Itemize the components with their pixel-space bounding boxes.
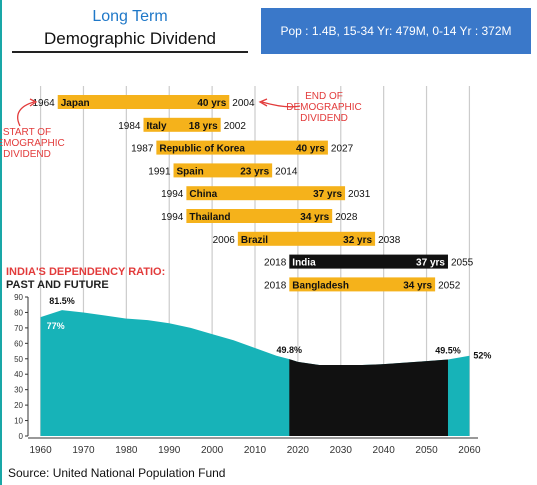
- left-edge-accent: [0, 0, 2, 485]
- dependency-title: INDIA'S DEPENDENCY RATIO:: [6, 266, 165, 278]
- end-arrowhead: [258, 98, 268, 107]
- bar-start-year: 1994: [161, 189, 184, 200]
- bar-country-label: Spain: [177, 166, 204, 177]
- y-tick-label: 70: [14, 324, 23, 333]
- dependency-subtitle: PAST AND FUTURE: [6, 279, 109, 291]
- bar-end-year: 2038: [378, 235, 401, 246]
- y-tick-label: 20: [14, 401, 23, 410]
- bar-duration-label: 40 yrs: [197, 98, 226, 109]
- bar-country-label: India: [292, 258, 316, 269]
- bar-start-year: 1994: [161, 212, 184, 223]
- x-tick-label: 1970: [72, 445, 95, 456]
- bar-country-label: Thailand: [189, 212, 230, 223]
- bar-start-year: 2018: [264, 258, 287, 269]
- dividend-bars: 1964 Japan 40 yrs 2004 1984 Italy 18 yrs 2002 19…: [32, 95, 474, 292]
- bar-start-year: 1984: [118, 121, 141, 132]
- area-value-label: 49.5%: [435, 346, 461, 356]
- x-tick-label: 2000: [201, 445, 224, 456]
- x-tick-label: 2040: [373, 445, 396, 456]
- population-info-box: Pop : 1.4B, 15-34 Yr: 479M, 0-14 Yr : 37…: [261, 8, 531, 54]
- dividend-bar: [289, 254, 448, 269]
- dependency-area-future: [289, 359, 448, 436]
- x-tick-label: 1960: [29, 445, 52, 456]
- chart-annotations: 77% 81.5% 49.8% 49.5% 52% INDIA'S DEPENDENCY …: [0, 91, 491, 361]
- bar-start-year: 2018: [264, 280, 287, 291]
- bar-duration-label: 32 yrs: [343, 235, 372, 246]
- y-tick-label: 80: [14, 308, 23, 317]
- dividend-bar: [57, 95, 230, 109]
- bar-country-label: Japan: [61, 98, 90, 109]
- bar-start-year: 2006: [213, 235, 236, 246]
- dividend-bar: [143, 117, 221, 132]
- source-note: Source: United National Population Fund: [8, 466, 226, 480]
- bar-end-year: 2052: [438, 280, 461, 291]
- bar-end-year: 2055: [451, 258, 474, 269]
- start-arrowhead: [29, 98, 38, 107]
- dependency-area: [40, 310, 470, 436]
- bar-start-year: 1987: [131, 144, 154, 155]
- x-tick-label: 2060: [458, 445, 481, 456]
- area-value-label: 77%: [47, 321, 65, 331]
- y-tick-label: 40: [14, 370, 23, 379]
- slide-title-main: Demographic Dividend: [44, 29, 216, 48]
- bar-end-year: 2002: [224, 121, 247, 132]
- dividend-bar: [156, 140, 328, 155]
- bar-start-year: 1964: [32, 98, 55, 109]
- end-arrow: [261, 101, 301, 108]
- bar-end-year: 2031: [348, 189, 371, 200]
- y-tick-label: 30: [14, 386, 23, 395]
- y-tick-label: 60: [14, 339, 23, 348]
- dividend-bar: [237, 231, 376, 246]
- end-of-dividend-label: END OF DEMOGRAPHIC DIVIDEND: [286, 91, 362, 124]
- y-tick-label: 10: [14, 417, 23, 426]
- y-tick-label: 0: [19, 432, 24, 441]
- bar-duration-label: 34 yrs: [300, 212, 329, 223]
- dividend-bar: [186, 186, 346, 201]
- slide-title-top: Long Term: [92, 8, 168, 25]
- bar-end-year: 2014: [275, 166, 298, 177]
- x-tick-label: 2010: [244, 445, 267, 456]
- x-tick-label: 1980: [115, 445, 138, 456]
- y-tick-label: 90: [14, 293, 23, 302]
- dividend-bar: [173, 163, 273, 178]
- bar-country-label: Brazil: [241, 235, 268, 246]
- area-value-label: 81.5%: [49, 296, 75, 306]
- bar-country-label: Italy: [147, 121, 167, 132]
- dividend-bar: [289, 277, 436, 292]
- bar-duration-label: 37 yrs: [416, 258, 445, 269]
- bar-duration-label: 40 yrs: [296, 144, 325, 155]
- bar-country-label: Republic of Korea: [159, 144, 245, 155]
- x-tick-label: 2050: [415, 445, 438, 456]
- title-underline: [12, 51, 248, 53]
- bar-end-year: 2004: [232, 98, 255, 109]
- dividend-bar: [186, 209, 333, 223]
- bar-duration-label: 37 yrs: [313, 189, 342, 200]
- bar-duration-label: 34 yrs: [403, 280, 432, 291]
- start-arrow: [17, 101, 35, 127]
- x-tick-label: 2030: [330, 445, 353, 456]
- x-tick-label: 1990: [158, 445, 181, 456]
- bar-end-year: 2028: [335, 212, 358, 223]
- x-tick-label: 2020: [287, 445, 310, 456]
- area-value-label: 49.8%: [277, 345, 303, 355]
- bar-duration-label: 18 yrs: [189, 121, 218, 132]
- bar-country-label: China: [189, 189, 217, 200]
- area-value-label: 52%: [473, 351, 491, 361]
- bar-start-year: 1991: [148, 166, 171, 177]
- demographic-dividend-chart: 1964 Japan 40 yrs 2004 1984 Italy 18 yrs 2002 19…: [0, 86, 491, 456]
- bar-duration-label: 23 yrs: [240, 166, 269, 177]
- bar-end-year: 2027: [331, 144, 354, 155]
- bar-country-label: Bangladesh: [292, 280, 349, 291]
- y-tick-label: 50: [14, 355, 23, 364]
